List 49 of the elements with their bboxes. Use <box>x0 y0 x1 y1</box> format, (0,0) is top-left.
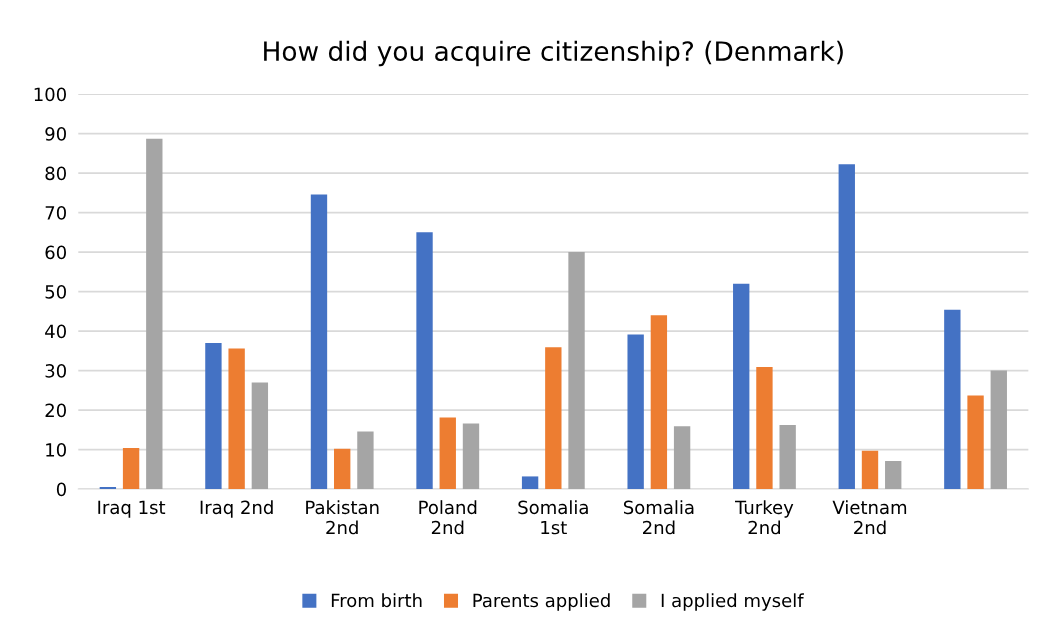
legend-label: From birth <box>331 593 422 608</box>
bar <box>416 232 433 490</box>
bar <box>251 382 269 490</box>
y-tick-label: 60 <box>45 245 66 260</box>
chart-title: How did you acquire citizenship? (Denmark) <box>264 40 843 67</box>
y-tick-label: 0 <box>56 482 66 497</box>
x-tick-label: Vietnam 2nd <box>832 500 907 535</box>
legend-label: Parents applied <box>473 593 610 611</box>
y-tick-label: 70 <box>45 206 66 220</box>
bar <box>838 164 855 490</box>
y-tick-label: 40 <box>45 324 66 339</box>
bar <box>885 461 902 490</box>
bar <box>733 283 750 490</box>
bar <box>861 450 879 490</box>
bar <box>545 347 562 490</box>
bar <box>122 447 140 490</box>
bar <box>568 252 585 490</box>
bar <box>228 348 245 490</box>
bar <box>334 448 351 490</box>
y-tick-label: 20 <box>45 403 66 418</box>
bar <box>146 138 163 490</box>
bar <box>673 426 691 490</box>
x-tick-label: Poland 2nd <box>419 500 477 535</box>
bar <box>990 370 1007 490</box>
bar <box>627 334 644 490</box>
x-tick-label: Iraq 2nd <box>200 500 273 518</box>
x-tick-label: Iraq 1st <box>98 500 166 518</box>
y-tick-label: 30 <box>45 364 66 378</box>
legend-label: I applied myself <box>661 593 804 611</box>
bar <box>462 423 480 490</box>
bar <box>357 431 374 490</box>
bar <box>439 417 456 490</box>
bar <box>521 476 539 490</box>
x-tick-label: Turkey 2nd <box>735 500 794 535</box>
bar <box>967 395 984 490</box>
bar <box>205 342 222 490</box>
x-tick-label: Somalia 2nd <box>623 500 694 535</box>
y-tick-label: 90 <box>45 127 66 141</box>
bar <box>944 309 961 490</box>
y-tick-label: 80 <box>45 166 66 181</box>
y-tick-label: 100 <box>34 87 66 102</box>
x-tick-label: Pakistan 2nd <box>306 500 379 535</box>
bar <box>779 425 796 490</box>
y-tick-label: 50 <box>45 285 66 299</box>
bar <box>756 367 773 490</box>
bar <box>310 194 328 490</box>
bar <box>650 315 668 490</box>
y-tick-label: 10 <box>46 443 66 457</box>
x-tick-label: Somalia 1st <box>518 500 588 535</box>
